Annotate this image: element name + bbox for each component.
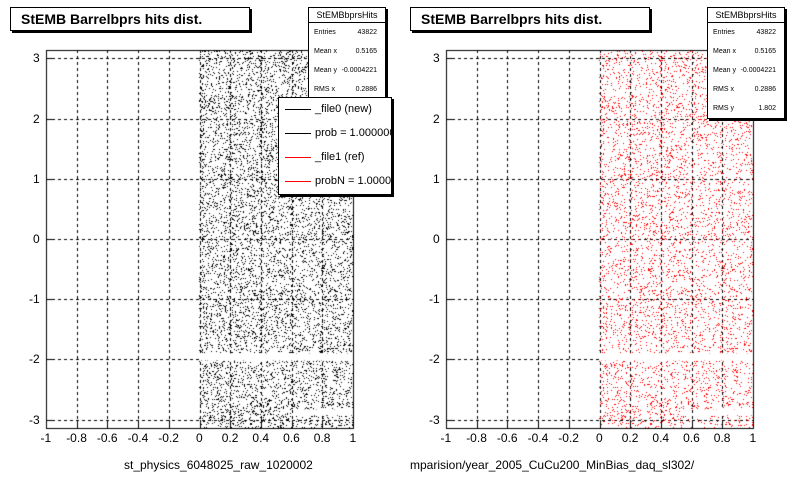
stats-row: RMS x 0.2886: [309, 80, 385, 99]
stats-title: StEMBbprsHits: [309, 8, 385, 23]
x-tick-label: -0.8: [466, 431, 487, 445]
stats-value: 1.802: [758, 105, 776, 112]
x-tick-label: -0.2: [558, 431, 579, 445]
x-tick-label: -0.8: [66, 431, 87, 445]
panel-2-title: StEMB Barrelbprs hits dist.: [410, 7, 650, 31]
stats-value: -0.0004221: [341, 67, 377, 74]
panel-2-stats-box: StEMBbprsHits Entries 43822 Mean x 0.516…: [707, 7, 785, 119]
stats-value: 43822: [357, 29, 377, 36]
legend-entry: _file1 (ref): [279, 146, 391, 170]
legend-line: [285, 181, 311, 182]
panel-1-title: StEMB Barrelbprs hits dist.: [10, 7, 250, 31]
legend-entry: prob = 1.000000: [279, 122, 391, 146]
panel-1-file-label: st_physics_6048025_raw_1020002: [124, 458, 313, 472]
x-tick-label: -1: [440, 431, 452, 445]
x-tick-label: 0.6: [683, 431, 700, 445]
legend-entry: _file0 (new): [279, 98, 391, 122]
legend-line: [285, 109, 311, 110]
legend-label: probN = 1.000000: [315, 175, 392, 187]
x-tick-label: 0.8: [313, 431, 331, 445]
stats-row: Mean y -0.0004221: [309, 61, 385, 80]
x-tick-label: -1: [40, 431, 52, 445]
x-tick-label: -0.4: [127, 431, 149, 445]
stats-row: Mean x 0.5165: [309, 42, 385, 61]
stats-key: Mean y: [713, 67, 736, 74]
y-tick-label: -3: [429, 412, 440, 427]
panel-1-legend: _file0 (new) prob = 1.000000 _file1 (ref…: [278, 97, 392, 195]
y-tick-label: -1: [429, 292, 440, 307]
y-tick-label: 0: [33, 232, 40, 246]
stats-value: 0.2886: [754, 86, 776, 93]
legend-line: [285, 133, 311, 134]
stats-key: RMS y: [713, 105, 734, 112]
stats-key: RMS x: [314, 86, 335, 93]
y-tick-label: 3: [33, 51, 40, 66]
y-tick-label: 3: [433, 51, 440, 66]
legend-entry: probN = 1.000000: [279, 170, 391, 194]
stats-key: Mean x: [314, 48, 337, 55]
legend-line: [285, 157, 311, 158]
y-tick-label: -2: [29, 352, 40, 367]
legend-label: _file1 (ref): [315, 151, 365, 163]
y-tick-label: 0: [433, 232, 440, 246]
stats-value: 43822: [756, 29, 776, 36]
stats-value: 0.2886: [355, 86, 377, 93]
x-tick-label: 0: [596, 431, 603, 445]
stats-row: RMS x 0.2886: [708, 80, 784, 99]
x-tick-label: -0.6: [96, 431, 118, 445]
y-tick-label: 1: [33, 171, 40, 186]
panel-1-stats-box: StEMBbprsHits Entries 43822 Mean x 0.516…: [308, 7, 386, 100]
stats-value: 0.5165: [754, 48, 776, 55]
y-tick-label: 2: [433, 111, 440, 126]
panel-2-file-label: mparision/year_2005_CuCu200_MinBias_daq_…: [410, 458, 695, 472]
y-tick-label: 2: [33, 111, 40, 126]
x-tick-label: 0: [196, 431, 203, 445]
stats-value: 0.5165: [355, 48, 377, 55]
stats-row: Entries 43822: [708, 23, 784, 42]
x-tick-label: 0.2: [221, 431, 239, 445]
legend-label: _file0 (new): [315, 103, 372, 115]
y-tick-label: -1: [29, 292, 40, 307]
stats-key: Entries: [713, 29, 735, 36]
stats-row: Mean x 0.5165: [708, 42, 784, 61]
stats-key: RMS x: [713, 86, 734, 93]
x-tick-label: 0.6: [283, 431, 300, 445]
x-tick-label: 0.4: [652, 431, 670, 445]
stats-key: Entries: [314, 29, 336, 36]
x-tick-label: 1: [349, 431, 357, 445]
y-tick-label: -3: [29, 412, 40, 427]
stats-key: Mean x: [713, 48, 736, 55]
y-tick-label: 1: [433, 171, 440, 186]
x-tick-label: -0.2: [158, 431, 179, 445]
stats-key: Mean y: [314, 67, 337, 74]
x-tick-label: 0.4: [252, 431, 270, 445]
stats-row: Entries 43822: [309, 23, 385, 42]
legend-label: prob = 1.000000: [315, 127, 392, 139]
y-tick-label: -2: [429, 352, 440, 367]
stats-row: Mean y -0.0004221: [708, 61, 784, 80]
x-tick-label: 1: [749, 431, 757, 445]
x-tick-label: 0.2: [621, 431, 639, 445]
stats-value: -0.0004221: [740, 67, 776, 74]
x-tick-label: -0.6: [496, 431, 518, 445]
stats-title: StEMBbprsHits: [708, 8, 784, 23]
x-tick-label: -0.4: [527, 431, 549, 445]
stats-row: RMS y 1.802: [708, 99, 784, 118]
x-tick-label: 0.8: [713, 431, 731, 445]
